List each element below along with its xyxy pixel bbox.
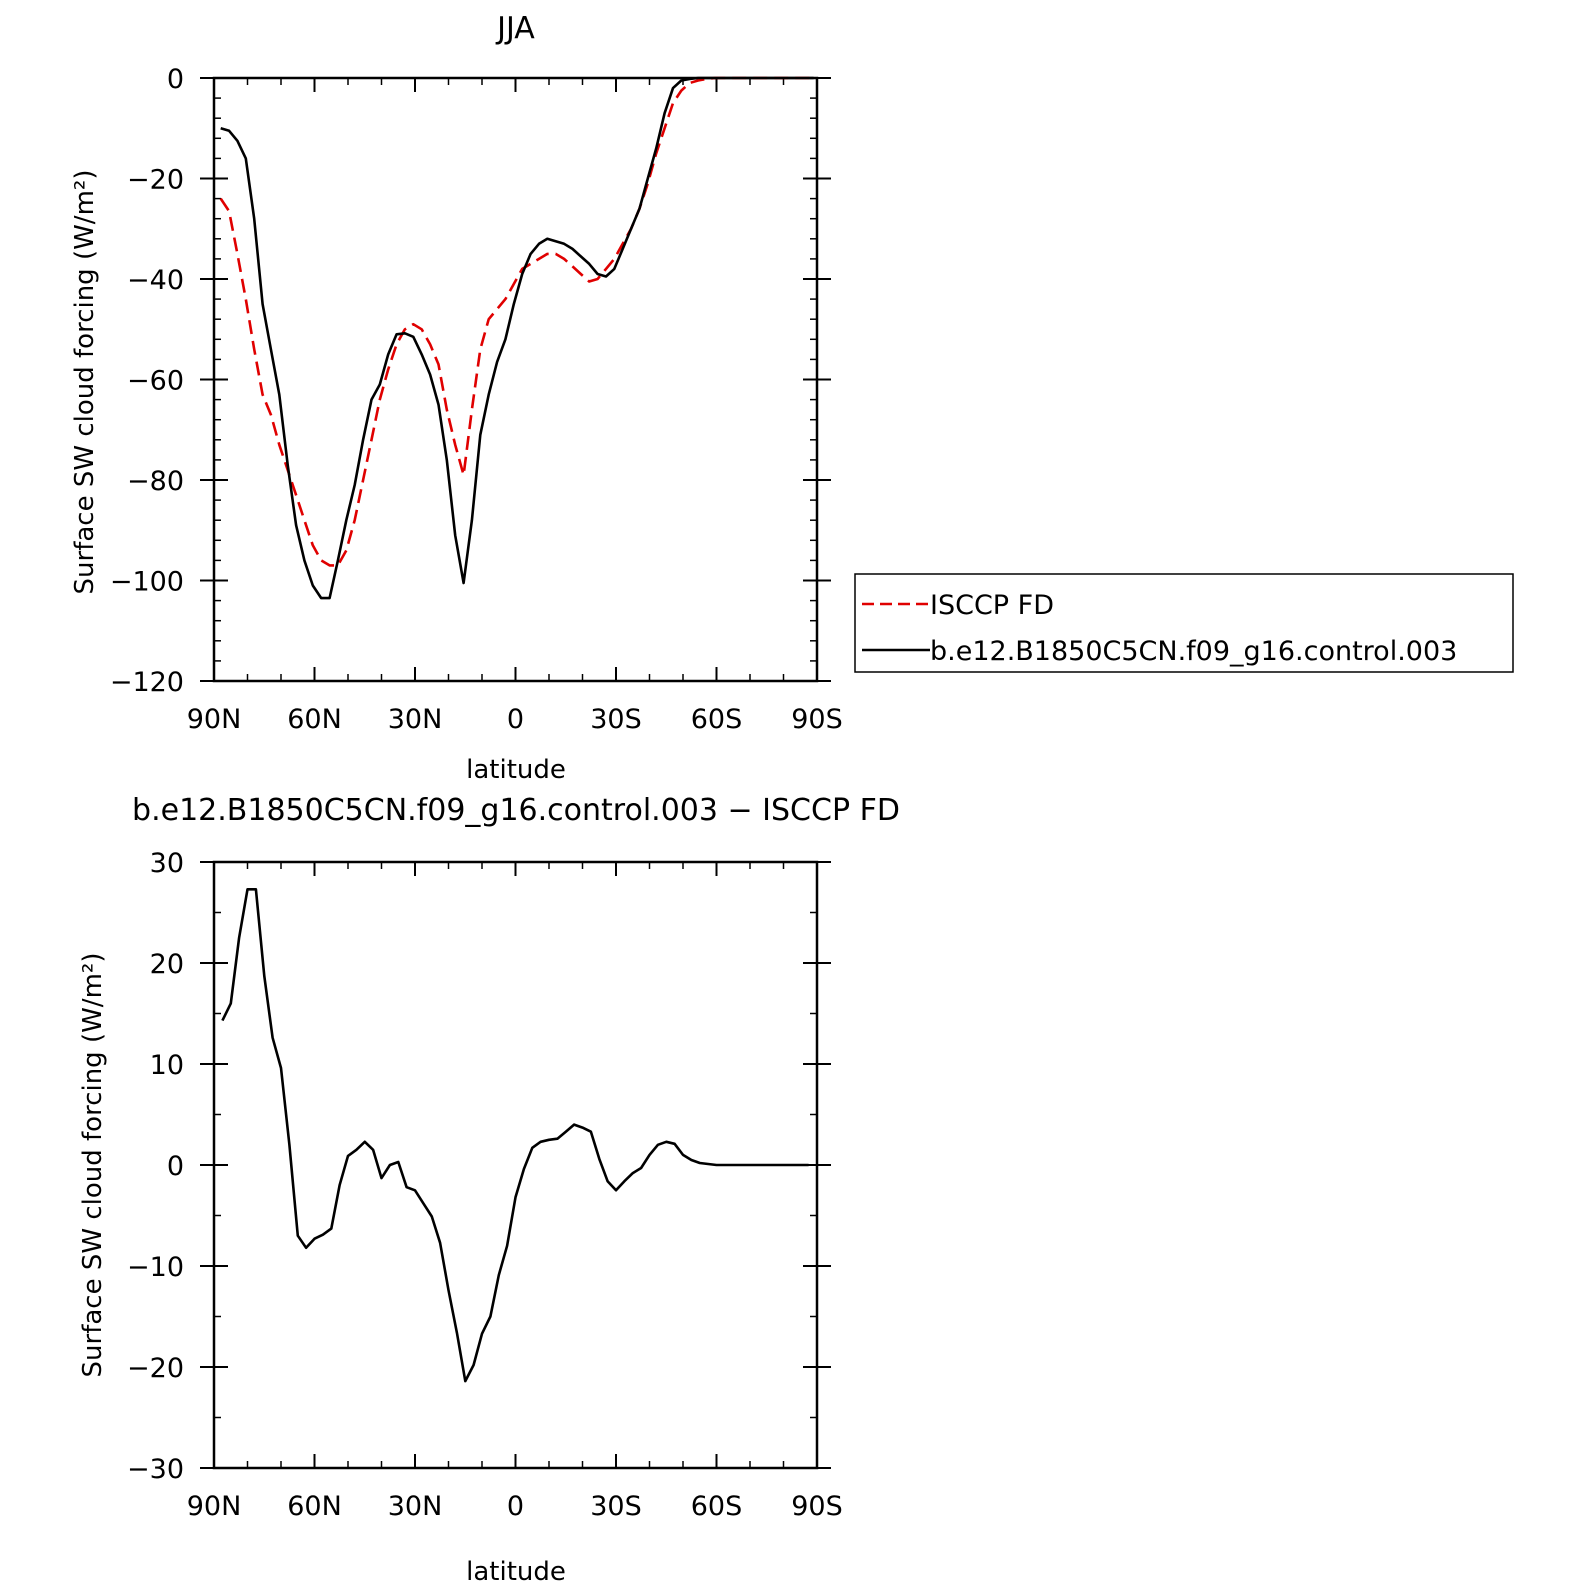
top-y-axis: 0 −20 −40 −60 −80 −100 −120 [110, 64, 831, 698]
bottom-x-tick-label: 30S [590, 1491, 642, 1522]
top-y-axis-label: Surface SW cloud forcing (W/m²) [70, 170, 100, 595]
top-x-axis-label: latitude [466, 755, 566, 785]
bottom-x-axis: 90N 60N 30N 0 30S 60S 90S [187, 862, 843, 1522]
top-x-tick-label: 90N [187, 704, 242, 735]
bottom-series-group [221, 887, 809, 1383]
top-y-tick-label: −40 [127, 265, 184, 296]
top-x-tick-label: 60N [287, 704, 342, 735]
top-x-tick-label: 90S [791, 704, 843, 735]
bottom-y-tick-label: 30 [150, 848, 184, 879]
bottom-x-tick-label: 30N [388, 1491, 443, 1522]
top-title: JJA [495, 11, 535, 46]
bottom-panel: b.e12.B1850C5CN.f09_g16.control.003 − IS… [78, 793, 900, 1587]
bottom-title: b.e12.B1850C5CN.f09_g16.control.003 − IS… [132, 793, 900, 828]
top-x-tick-label: 0 [507, 704, 524, 735]
top-series-group [219, 76, 814, 600]
top-plot-frame [212, 76, 819, 683]
top-y-tick-label: 0 [167, 64, 184, 95]
bottom-y-axis-label: Surface SW cloud forcing (W/m²) [78, 953, 108, 1378]
top-x-tick-label: 30N [388, 704, 443, 735]
top-series-line-b-e12-b1850c5cn-f09-g16-control-003 [220, 76, 814, 600]
bottom-series-line-difference [221, 887, 809, 1383]
top-y-tick-label: −100 [110, 567, 184, 598]
top-series-line-isccp-fd [219, 76, 814, 567]
bottom-y-tick-label: −30 [127, 1454, 184, 1485]
bottom-y-axis: 30 20 10 0 −10 −20 −30 [127, 848, 831, 1485]
top-y-tick-label: −20 [127, 165, 184, 196]
top-panel: JJA 90N 60N 30N 0 30S 60S 90S 0 −20 −40 −60 −80 −10… [70, 11, 1514, 785]
bottom-x-axis-label: latitude [466, 1557, 566, 1587]
bottom-y-tick-label: −10 [127, 1252, 184, 1283]
bottom-x-tick-label: 90N [187, 1491, 242, 1522]
bottom-x-tick-label: 0 [507, 1491, 524, 1522]
legend-label-model: b.e12.B1850C5CN.f09_g16.control.003 [930, 636, 1457, 667]
bottom-x-tick-label: 90S [791, 1491, 843, 1522]
bottom-x-tick-label: 60S [691, 1491, 743, 1522]
bottom-y-tick-label: 0 [167, 1151, 184, 1182]
legend-label-isccp: ISCCP FD [930, 590, 1054, 621]
bottom-y-tick-label: 10 [150, 1050, 184, 1081]
bottom-y-tick-label: 20 [150, 949, 184, 980]
legend-box [854, 573, 1514, 673]
bottom-x-tick-label: 60N [287, 1491, 342, 1522]
top-x-tick-label: 30S [590, 704, 642, 735]
legend: ISCCP FD b.e12.B1850C5CN.f09_g16.control… [854, 573, 1514, 673]
bottom-y-tick-label: −20 [127, 1353, 184, 1384]
top-x-tick-label: 60S [691, 704, 743, 735]
top-y-tick-label: −120 [110, 667, 184, 698]
top-y-tick-label: −60 [127, 366, 184, 397]
top-y-tick-label: −80 [127, 466, 184, 497]
top-x-axis: 90N 60N 30N 0 30S 60S 90S [187, 78, 843, 735]
